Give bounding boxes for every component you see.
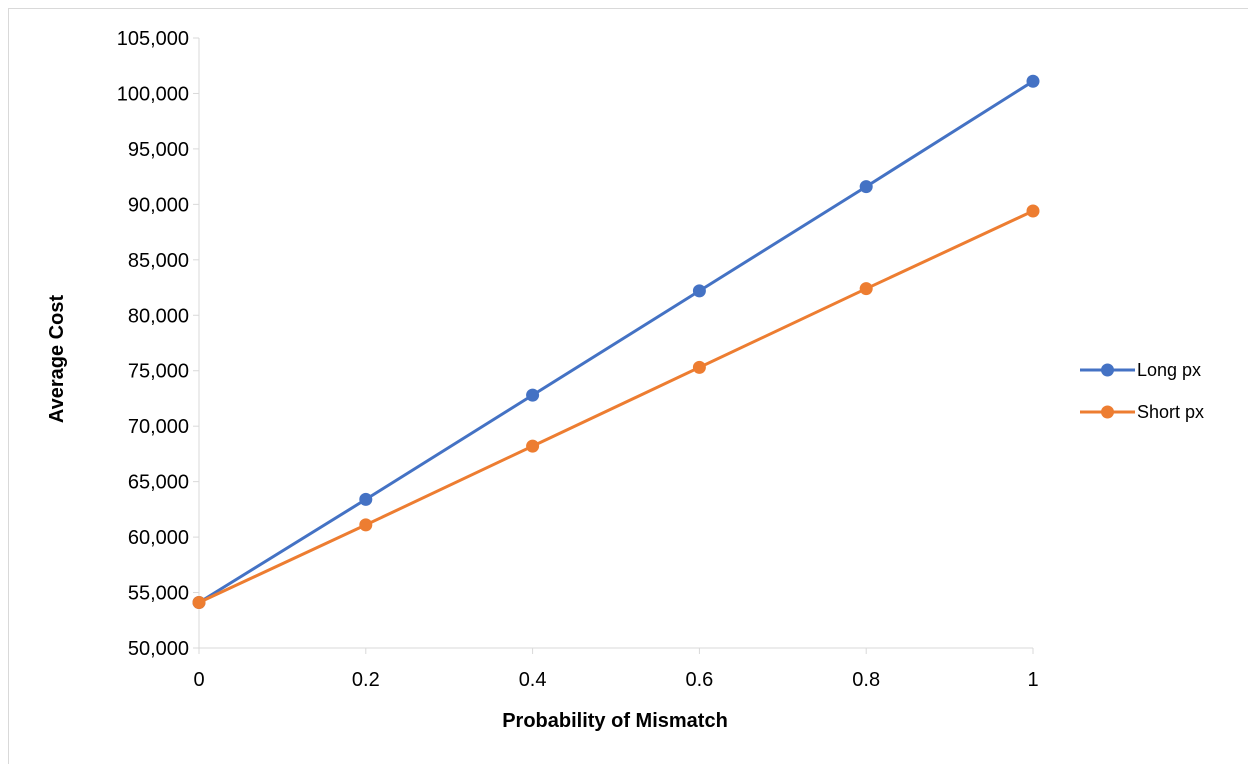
data-point-short-px (692, 360, 706, 374)
y-tick-label: 75,000 (128, 361, 189, 383)
series-line-long-px (198, 80, 1034, 604)
x-tick-label: 0.2 (352, 669, 380, 691)
axes (198, 38, 1033, 649)
y-tick-label: 85,000 (128, 250, 189, 272)
data-point-short-px (526, 439, 540, 453)
y-tick-label: 95,000 (128, 139, 189, 161)
y-tick-label: 90,000 (128, 194, 189, 216)
series-layer (192, 74, 1040, 610)
legend-label: Long px (1137, 360, 1201, 380)
data-point-short-px (359, 518, 373, 532)
x-tick-label: 0.4 (519, 669, 547, 691)
y-tick-label: 70,000 (128, 416, 189, 438)
data-point-long-px (1026, 74, 1040, 88)
legend-swatch-marker (1101, 363, 1114, 377)
series-long-px (192, 74, 1040, 610)
y-tick-label: 105,000 (117, 28, 189, 50)
data-point-long-px (526, 388, 540, 402)
chart-frame (8, 8, 1248, 764)
x-tick-label: 1 (1027, 669, 1038, 691)
x-axis-title: Probability of Mismatch (502, 710, 728, 732)
legend-item-short-px: Short px (1080, 402, 1204, 422)
x-tick-label: 0 (193, 669, 204, 691)
data-point-long-px (359, 492, 373, 506)
data-point-long-px (692, 284, 706, 298)
data-point-long-px (859, 180, 873, 194)
legend: Long px Short px (1080, 360, 1204, 422)
y-tick-label: 55,000 (128, 583, 189, 605)
y-tick-label: 80,000 (128, 305, 189, 327)
x-tick-label: 0.8 (852, 669, 880, 691)
x-tick-label: 0.6 (685, 669, 713, 691)
y-tick-label: 100,000 (117, 83, 189, 105)
y-axis-title: Average Cost (46, 295, 68, 424)
legend-swatch-marker (1101, 405, 1114, 419)
y-tick-label: 50,000 (128, 638, 189, 660)
x-axis-ticks: 0 0.2 0.4 0.6 0.8 1 (193, 648, 1039, 691)
y-axis-ticks: 50,000 55,000 60,000 65,000 70,000 75,000 80,0… (117, 28, 199, 660)
y-tick-label: 65,000 (128, 472, 189, 494)
y-tick-label: 60,000 (128, 527, 189, 549)
data-point-short-px (859, 282, 873, 296)
data-point-short-px (1026, 204, 1040, 218)
legend-label: Short px (1137, 402, 1204, 422)
data-point-short-px (192, 596, 206, 610)
series-short-px (192, 204, 1040, 610)
series-line-short-px (198, 209, 1034, 604)
legend-item-long-px: Long px (1080, 360, 1201, 380)
